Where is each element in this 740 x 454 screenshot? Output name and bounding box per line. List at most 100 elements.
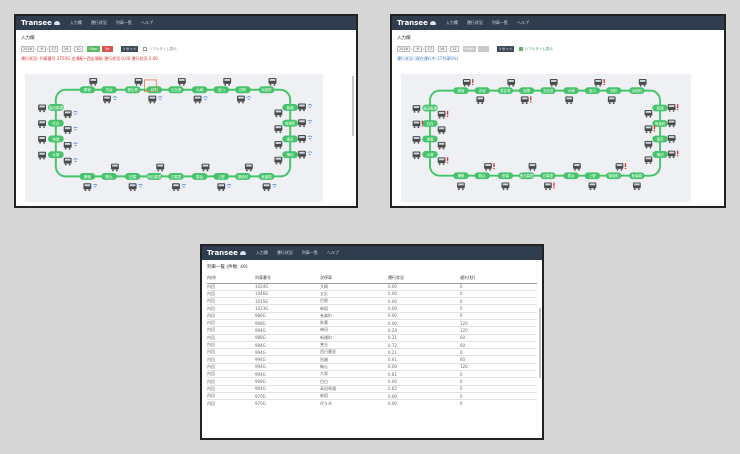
station-node[interactable]: 渋谷: [474, 87, 490, 95]
station-node[interactable]: 御徒町: [605, 172, 622, 180]
station-node[interactable]: 神田: [282, 151, 299, 159]
train-icon[interactable]: [638, 79, 647, 87]
table-row[interactable]: 内回 994G 田端 0.61 60: [207, 355, 537, 364]
realtime-checkbox[interactable]: [518, 47, 523, 51]
train-icon[interactable]: [83, 183, 92, 192]
train-icon[interactable]: [268, 77, 277, 86]
train-icon[interactable]: [644, 125, 653, 134]
station-node[interactable]: 田町: [605, 87, 622, 95]
train-icon[interactable]: [412, 136, 421, 144]
train-icon[interactable]: [667, 135, 676, 143]
table-row[interactable]: 内回 994G 西日暮里 0.21 0: [207, 348, 537, 356]
train-icon[interactable]: [38, 120, 46, 129]
train-icon[interactable]: [507, 79, 516, 87]
train-icon[interactable]: [193, 95, 202, 104]
train-icon[interactable]: [549, 79, 558, 87]
station-node[interactable]: 有楽町: [282, 119, 299, 127]
year-field[interactable]: 2016: [397, 46, 410, 52]
station-node[interactable]: 五反田: [168, 86, 184, 94]
table-row[interactable]: 内回 994G 高田馬場 0.62 0: [207, 384, 537, 393]
train-icon[interactable]: [274, 125, 283, 133]
train-icon[interactable]: [148, 95, 157, 104]
nav-train-list[interactable]: 列車一覧: [301, 250, 318, 255]
table-row[interactable]: 内回 998G 目白 0.00 0: [207, 377, 537, 386]
train-icon[interactable]: [437, 157, 446, 165]
station-node[interactable]: 大塚: [422, 151, 438, 158]
table-row[interactable]: 内回 988G 新橋町 0.21 60: [207, 333, 537, 342]
nav-input[interactable]: 入力欄: [445, 20, 458, 25]
station-node[interactable]: 御徒町: [235, 172, 251, 180]
train-icon[interactable]: [633, 182, 641, 191]
train-icon[interactable]: [644, 140, 653, 149]
station-node[interactable]: 田端: [124, 172, 141, 180]
nav-help[interactable]: ヘルプ: [516, 20, 529, 25]
train-icon[interactable]: [501, 182, 510, 191]
train-icon[interactable]: [667, 104, 676, 112]
station-node[interactable]: 大崎: [563, 87, 579, 95]
train-icon[interactable]: [298, 150, 306, 159]
table-row[interactable]: 内回 1015G 目黒 0.00 0: [207, 297, 537, 305]
station-node[interactable]: 池袋: [422, 135, 438, 143]
nav-train-list[interactable]: 列車一覧: [115, 20, 132, 25]
train-icon[interactable]: [607, 96, 616, 105]
hour-field[interactable]: 16: [61, 46, 71, 52]
train-icon[interactable]: [274, 156, 283, 165]
station-node[interactable]: 大塚: [47, 151, 64, 159]
station-node[interactable]: 有楽町: [652, 120, 668, 127]
month-field[interactable]: 6: [37, 46, 47, 52]
train-icon[interactable]: [63, 110, 72, 119]
realtime-checkbox[interactable]: [142, 47, 147, 51]
start-button[interactable]: Start: [462, 46, 476, 52]
train-icon[interactable]: [298, 119, 306, 128]
train-icon[interactable]: [520, 96, 529, 105]
train-icon[interactable]: [274, 140, 283, 149]
train-icon[interactable]: [615, 163, 624, 171]
scrollbar[interactable]: [539, 308, 541, 378]
table-row[interactable]: 内回 994G 鶯谷 0.72 60: [207, 340, 537, 349]
train-icon[interactable]: [156, 163, 165, 172]
minute-field[interactable]: 10: [73, 46, 83, 52]
train-icon[interactable]: [437, 126, 446, 135]
train-icon[interactable]: [244, 163, 253, 172]
table-row[interactable]: 内回 970G 新宿 0.00 0: [207, 391, 537, 400]
nav-help[interactable]: ヘルプ: [326, 250, 339, 255]
train-icon[interactable]: [237, 95, 245, 104]
train-icon[interactable]: [38, 104, 46, 113]
column-header[interactable]: 運行状況: [388, 274, 460, 284]
train-icon[interactable]: [177, 77, 186, 86]
station-node[interactable]: 上野: [213, 172, 230, 180]
station-node[interactable]: 大崎: [191, 86, 208, 94]
station-node[interactable]: 高田馬場: [47, 104, 64, 111]
scrollbar[interactable]: [352, 76, 354, 136]
station-node[interactable]: 日暮里: [540, 172, 556, 180]
stop-button[interactable]: Stop: [86, 46, 100, 52]
nav-status[interactable]: 運行状況: [276, 250, 293, 255]
station-node[interactable]: 目黒: [146, 86, 163, 94]
column-header[interactable]: 遅れ(秒): [460, 274, 537, 284]
station-node[interactable]: 上野: [584, 172, 601, 180]
train-icon[interactable]: [38, 151, 46, 160]
train-icon[interactable]: [201, 163, 210, 172]
station-node[interactable]: 田町: [235, 86, 251, 94]
station-node[interactable]: 巣鴨: [79, 172, 96, 180]
station-node[interactable]: 目白: [422, 120, 438, 127]
station-node[interactable]: 池袋: [47, 135, 64, 143]
train-icon[interactable]: [644, 109, 653, 118]
train-icon[interactable]: [573, 163, 581, 171]
station-node[interactable]: 鶯谷: [563, 172, 579, 180]
nav-input[interactable]: 入力欄: [69, 20, 82, 25]
station-node[interactable]: 東京: [652, 135, 668, 143]
station-node[interactable]: 目黒: [518, 87, 535, 95]
train-icon[interactable]: [565, 96, 574, 105]
train-icon[interactable]: [63, 141, 72, 150]
minute-field[interactable]: 11: [449, 46, 459, 52]
train-icon[interactable]: [412, 151, 421, 160]
day-field[interactable]: 17: [425, 46, 435, 52]
station-node[interactable]: 西日暮里: [146, 172, 163, 180]
station-node[interactable]: 品川: [584, 87, 601, 95]
year-field[interactable]: 2016: [21, 46, 34, 52]
station-node[interactable]: 日暮里: [168, 172, 184, 180]
station-node[interactable]: 品川: [213, 86, 230, 94]
hour-field[interactable]: 16: [437, 46, 447, 52]
table-row[interactable]: 内回 994G 神田 0.24 120: [207, 326, 537, 335]
